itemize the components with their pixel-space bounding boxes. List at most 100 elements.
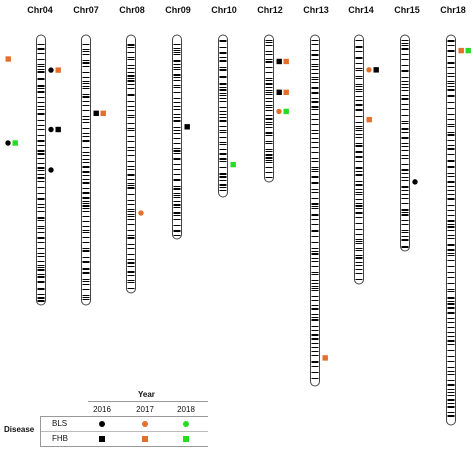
chromosome-band — [219, 132, 227, 133]
chromosome-band — [401, 173, 409, 174]
chromosome-band — [311, 92, 319, 94]
chromosome-band — [37, 265, 45, 266]
chromosome-band — [311, 176, 319, 178]
chromosome-band — [219, 176, 227, 178]
chromosome-band — [447, 277, 455, 278]
chromosome-band — [447, 235, 455, 236]
chromosome-band — [355, 137, 363, 138]
chromosome-band — [219, 130, 227, 131]
chromosome-band — [355, 104, 363, 106]
chromosome-band — [447, 140, 455, 141]
chromosome-band — [311, 319, 319, 321]
chromosome-body — [310, 34, 320, 387]
chromosome-band — [355, 248, 363, 249]
chromosome-band — [127, 280, 135, 281]
chromosome-band — [311, 192, 319, 193]
legend-rule-bottom — [40, 446, 208, 447]
chromosome-band — [447, 145, 455, 146]
chromosome-band — [447, 297, 455, 299]
bls-marker — [276, 108, 282, 115]
fhb-marker — [322, 355, 328, 361]
bls-marker — [412, 179, 418, 185]
chromosome-band — [311, 158, 319, 159]
chromosome-band — [401, 128, 409, 130]
chromosome-band — [447, 186, 455, 187]
chromosome-label: Chr08 — [119, 5, 145, 15]
chromosome-band — [311, 109, 319, 110]
chromosome-band — [82, 289, 90, 290]
chromosome-band — [173, 67, 181, 68]
legend-year-2018: 2018 — [177, 405, 195, 414]
chromosome-band — [355, 89, 363, 90]
chromosome-band — [37, 85, 45, 87]
chromosome-band — [265, 98, 273, 99]
chromosome-band — [37, 297, 45, 299]
chromosome-band — [37, 261, 45, 262]
chromosome-band — [311, 133, 319, 134]
chromosome-band — [173, 54, 181, 55]
chromosome-band — [447, 73, 455, 74]
chromosome-band — [82, 77, 90, 78]
legend-year-title: Year — [138, 390, 155, 399]
chromosome-band — [447, 102, 455, 103]
chromosome-band — [82, 105, 90, 106]
bls-marker — [366, 67, 372, 73]
chromosome-band — [37, 91, 45, 93]
chromosome-band — [37, 64, 45, 65]
chromosome-band — [311, 206, 319, 207]
chromosome-band — [355, 255, 363, 256]
chromosome-band — [311, 355, 319, 356]
chromosome-band — [355, 229, 363, 230]
chromosome-band — [127, 128, 135, 129]
chromosome-band — [82, 119, 90, 120]
chromosome-band — [82, 81, 90, 82]
chromosome-band — [82, 242, 90, 243]
chromosome-band — [173, 179, 181, 181]
chromosome-band — [173, 74, 181, 76]
chromosome-body — [172, 34, 182, 240]
chromosome-band — [311, 334, 319, 336]
chromosome-band — [311, 251, 319, 252]
chromosome-band — [265, 51, 273, 52]
chromosome-band — [355, 203, 363, 204]
chromosome-band — [219, 89, 227, 91]
chromosome-band — [447, 303, 455, 305]
chromosome-band — [219, 161, 227, 162]
chromosome-band — [82, 83, 90, 84]
chromosome-band — [82, 88, 90, 89]
chromosome-band — [355, 171, 363, 172]
chromosome-band — [127, 183, 135, 184]
chromosome-band — [37, 69, 45, 70]
chromosome-band — [173, 193, 181, 194]
chromosome-band — [82, 188, 90, 189]
chromosome-band — [82, 54, 90, 55]
chromosome-band — [311, 198, 319, 199]
fhb-marker — [5, 56, 11, 62]
chromosome-body — [354, 34, 364, 285]
chromosome-band — [127, 47, 135, 48]
chromosome-band — [447, 399, 455, 401]
chromosome-band — [173, 195, 181, 196]
chromosome-band — [219, 142, 227, 143]
chromosome-band — [311, 142, 319, 143]
chromosome-band — [37, 276, 45, 278]
chromosome-band — [82, 230, 90, 231]
chromosome-band — [447, 50, 455, 52]
chromosome-band — [447, 194, 455, 195]
chromosome-band — [355, 199, 363, 200]
fhb-marker — [100, 110, 106, 116]
chromosome-band — [355, 257, 363, 259]
chromosome-band — [401, 190, 409, 191]
chromosome-band — [127, 224, 135, 225]
chromosome-band — [37, 78, 45, 80]
chromosome-band — [355, 243, 363, 244]
chromosome-band — [37, 232, 45, 233]
chromosome-band — [219, 57, 227, 58]
chromosome-band — [311, 338, 319, 340]
chromosome-band — [265, 54, 273, 55]
chromosome-band — [265, 107, 273, 108]
chromosome-band — [447, 312, 455, 314]
chromosome-band — [311, 308, 319, 310]
chromosome-band — [311, 296, 319, 297]
chromosome-band — [173, 80, 181, 81]
